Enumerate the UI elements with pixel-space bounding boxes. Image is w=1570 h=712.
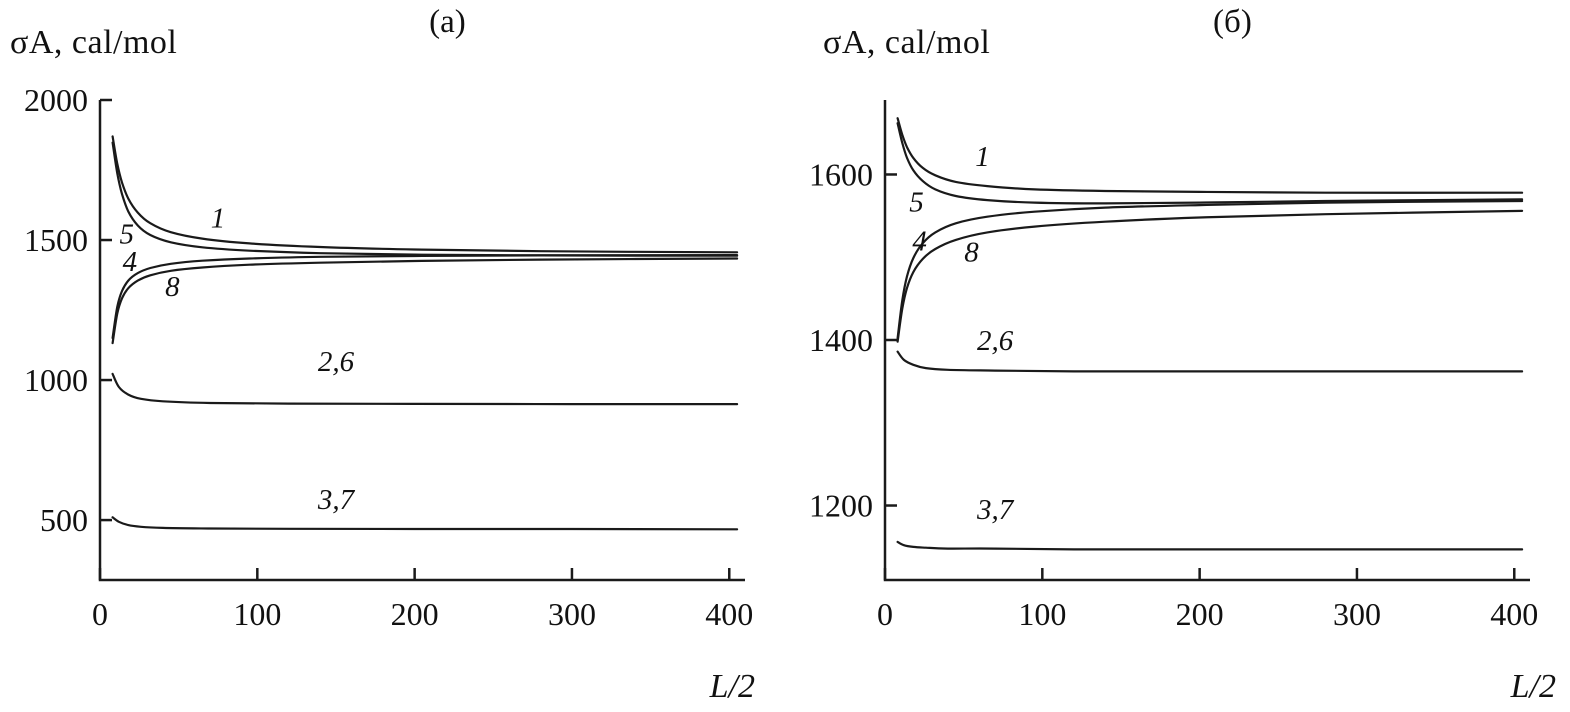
chart-panel-b: σA, cal/mol (б) 1200 1400 1600 0 100 200 300 40… [785,0,1570,712]
x-axis-label-a: L/2 [709,668,755,705]
chart-canvas-a: 500 1000 1500 2000 0 100 200 300 400 1 548 2,6 3,7 [24,85,753,632]
y-tick-label: 1400 [809,322,873,358]
y-tick-label: 1200 [809,488,873,524]
panel-title-b: (б) [1213,4,1252,40]
curve-label-8: 8 [165,271,180,303]
x-tick-label: 200 [391,596,439,632]
panel-title-a: (а) [429,4,466,40]
y-tick-label: 1000 [24,362,88,398]
curve-label-8: 8 [964,236,979,268]
x-tick-label: 0 [877,596,893,632]
curve-label-5: 5 [119,219,134,251]
chart-canvas-b: 1200 1400 1600 0 100 200 300 400 1 5 4 8 2,6 3,7 [809,100,1538,632]
y-tick-label: 1500 [24,222,88,258]
curve-label-3,7: 3,7 [317,484,356,516]
curve-label-3,7: 3,7 [976,494,1015,526]
curve-8 [896,209,1524,343]
curve-label-4: 4 [123,246,138,278]
chart-panel-a: σA, cal/mol (а) 500 1000 1500 2000 0 100 200 30… [10,4,755,705]
x-tick-label: 300 [548,596,596,632]
curve-3,7 [111,516,739,531]
y-axis-label-b: σA, cal/mol [823,24,991,61]
curve-3,7 [896,540,1524,551]
curve-4 [896,199,1524,340]
y-tick-label: 500 [40,502,88,538]
curve-1 [896,117,1524,194]
curve-2,6 [896,350,1524,373]
curve-label-1: 1 [975,141,990,173]
curve-8 [111,257,739,345]
x-tick-label: 0 [92,596,108,632]
axes [98,100,745,582]
y-tick-label: 2000 [24,85,88,118]
curve-4 [111,254,739,340]
curve-label-2,6: 2,6 [977,325,1014,357]
x-tick-label: 100 [233,596,281,632]
curve-2,6 [111,372,739,406]
x-tick-label: 400 [1490,596,1538,632]
y-axis-label-a: σA, cal/mol [10,24,178,61]
curve-label-2,6: 2,6 [318,346,355,378]
curve-label-4: 4 [912,226,927,258]
x-tick-label: 400 [705,596,753,632]
curve-label-5: 5 [909,187,924,219]
y-tick-label: 1600 [809,156,873,192]
curve-1 [111,135,739,254]
curve-5 [896,122,1524,205]
x-tick-label: 100 [1018,596,1066,632]
curve-label-1: 1 [211,202,226,234]
x-tick-label: 200 [1176,596,1224,632]
x-axis-label-b: L/2 [1510,668,1556,705]
x-tick-label: 300 [1333,596,1381,632]
